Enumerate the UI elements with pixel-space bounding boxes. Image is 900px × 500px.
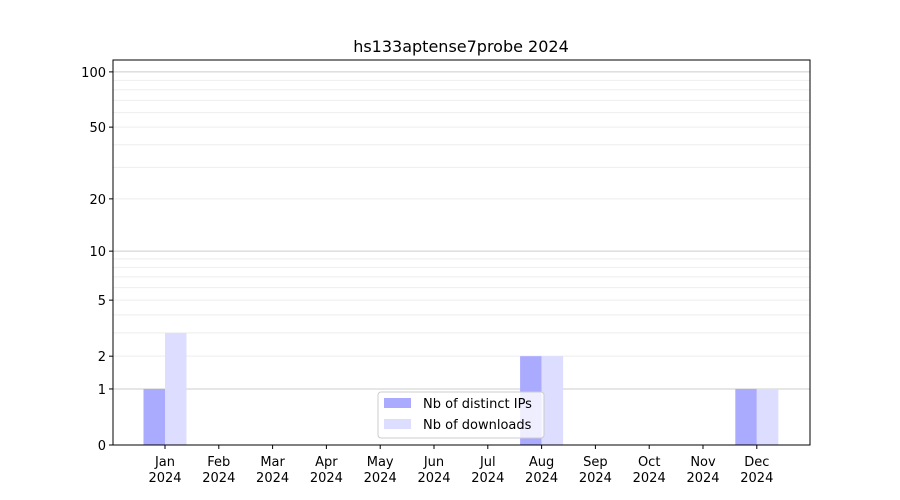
x-tick-label: Oct: [638, 455, 660, 470]
x-tick-label: 2024: [148, 471, 181, 486]
x-tick-label: 2024: [364, 471, 397, 486]
bar-downloads: [541, 356, 564, 445]
x-tick-label: May: [367, 455, 394, 470]
x-tick-label: 2024: [417, 471, 450, 486]
x-tick-label: Dec: [744, 455, 769, 470]
x-tick-label: Sep: [583, 455, 608, 470]
x-tick-label: 2024: [202, 471, 235, 486]
legend-box: [377, 391, 545, 439]
x-tick-label: Nov: [690, 455, 716, 470]
y-tick-label: 100: [81, 66, 106, 81]
x-tick-label: Jun: [423, 455, 444, 470]
x-tick-label: 2024: [471, 471, 504, 486]
bar-distinct-ips: [143, 388, 165, 445]
x-tick-label: 2024: [256, 471, 289, 486]
x-tick-label: 2024: [633, 471, 666, 486]
y-tick-label: 20: [89, 193, 106, 208]
plot-frame: [112, 59, 811, 446]
bar-distinct-ips: [735, 388, 757, 445]
bar-downloads: [165, 332, 187, 445]
x-tick-label: 2024: [579, 471, 612, 486]
y-tick-label: 1: [98, 383, 106, 398]
legend-label: Nb of distinct IPs: [423, 397, 532, 412]
x-tick-label: Feb: [207, 455, 230, 470]
legend-label: Nb of downloads: [423, 418, 532, 433]
y-tick-label: 0: [98, 439, 106, 454]
x-tick-label: Aug: [529, 455, 554, 470]
x-tick-label: Apr: [315, 455, 338, 470]
x-tick-label: 2024: [686, 471, 719, 486]
y-tick-label: 10: [89, 245, 106, 260]
x-tick-label: 2024: [740, 471, 773, 486]
y-tick-label: 50: [89, 121, 106, 136]
x-tick-label: Jan: [154, 455, 175, 470]
legend-swatch: [384, 419, 411, 429]
bar-downloads: [756, 388, 779, 445]
legend-swatch: [384, 398, 411, 408]
x-tick-label: 2024: [310, 471, 343, 486]
chart-title: hs133aptense7probe 2024: [353, 37, 569, 56]
x-tick-label: Jul: [479, 455, 496, 470]
x-tick-label: Mar: [260, 455, 285, 470]
y-tick-label: 5: [98, 294, 106, 309]
x-tick-label: 2024: [525, 471, 558, 486]
y-tick-label: 2: [98, 350, 106, 365]
